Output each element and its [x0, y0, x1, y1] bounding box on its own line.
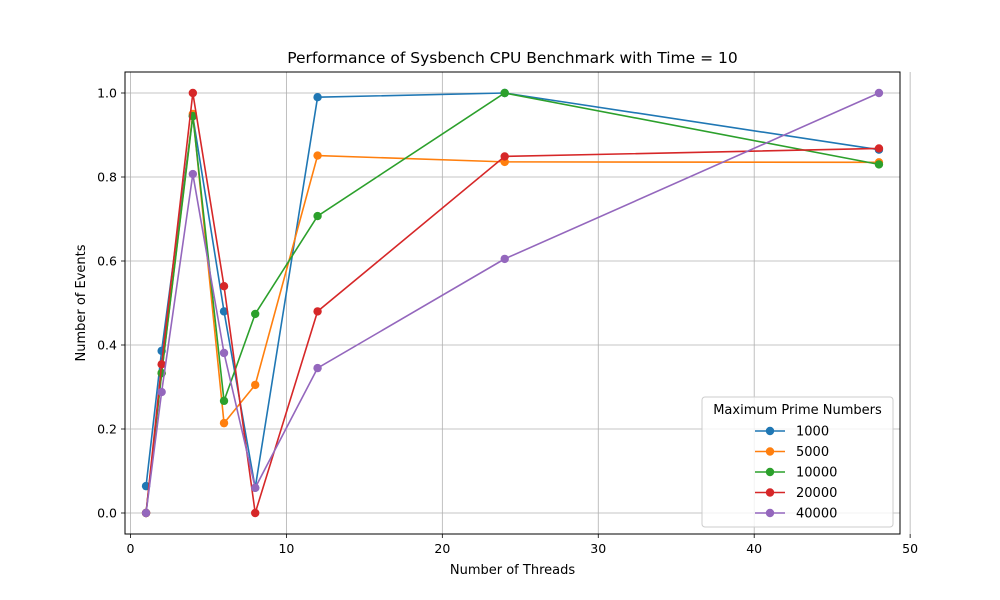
data-point	[874, 88, 884, 98]
legend-marker	[765, 447, 775, 456]
series-line	[145, 92, 880, 514]
data-point	[219, 282, 229, 291]
data-point	[219, 348, 229, 358]
legend-marker	[765, 467, 775, 477]
data-point	[874, 160, 884, 169]
series-line	[145, 92, 879, 514]
data-point	[313, 151, 322, 160]
data-point	[500, 254, 509, 264]
x-tick-label: 40	[746, 541, 762, 556]
x-tick-label: 10	[278, 541, 294, 556]
data-point	[219, 307, 229, 316]
x-tick-label: 20	[434, 541, 450, 556]
data-point	[219, 396, 229, 406]
legend-item: 10000	[755, 466, 837, 481]
legend-item: 20000	[755, 486, 837, 501]
data-point	[313, 211, 322, 221]
y-tick-label: 1.0	[97, 86, 117, 101]
data-point	[251, 483, 260, 492]
legend-marker	[765, 508, 775, 518]
data-point	[313, 93, 322, 102]
data-point	[157, 360, 166, 369]
data-point	[313, 307, 322, 316]
x-tick-label: 0	[126, 541, 134, 556]
legend-title: Maximum Prime Numbers	[713, 403, 882, 418]
chart-title: Performance of Sysbench CPU Benchmark wi…	[287, 49, 738, 67]
data-point	[251, 380, 260, 390]
legend-label: 1000	[796, 425, 829, 440]
legend-item: 5000	[755, 445, 829, 460]
y-tick-label: 0.8	[97, 170, 117, 185]
x-axis-label: Number of Threads	[450, 563, 575, 578]
data-point	[874, 144, 884, 153]
legend-item: 40000	[755, 507, 837, 522]
legend-label: 20000	[796, 486, 837, 501]
data-point	[500, 152, 509, 161]
series-group	[141, 88, 884, 518]
legend-items: 1000 5000 10000 20000 40000	[755, 425, 837, 522]
legend-box	[701, 396, 894, 528]
x-tick-label: 50	[902, 541, 918, 556]
legend-label: 40000	[796, 507, 837, 522]
legend-item: 1000	[755, 425, 829, 440]
legend-label: 5000	[796, 445, 829, 460]
series-40000	[141, 88, 884, 518]
data-point	[251, 508, 260, 518]
y-tick-label: 0.0	[97, 506, 117, 521]
data-point	[188, 169, 198, 179]
data-point	[141, 508, 151, 518]
data-point	[500, 88, 509, 98]
y-tick-label: 0.6	[97, 254, 117, 269]
x-tick-label: 30	[590, 541, 606, 556]
y-axis-label: Number of Events	[74, 244, 89, 361]
data-point	[219, 418, 229, 428]
legend-marker	[765, 426, 775, 436]
series-line	[145, 92, 880, 514]
data-point	[157, 387, 166, 397]
legend: Maximum Prime Numbers 1000 5000 10000 20000…	[701, 396, 894, 528]
y-tick-label: 0.2	[97, 422, 117, 437]
data-point	[251, 309, 260, 319]
data-point	[188, 88, 198, 98]
legend-label: 10000	[796, 466, 837, 481]
data-point	[313, 363, 322, 373]
plot-frame	[124, 71, 901, 535]
legend-marker	[765, 488, 775, 497]
axis-ticks: 0 10 20 30 40 50 0.0 0.2 0.4 0.6 0.8 1.0	[97, 86, 918, 557]
y-tick-label: 0.4	[97, 338, 117, 353]
